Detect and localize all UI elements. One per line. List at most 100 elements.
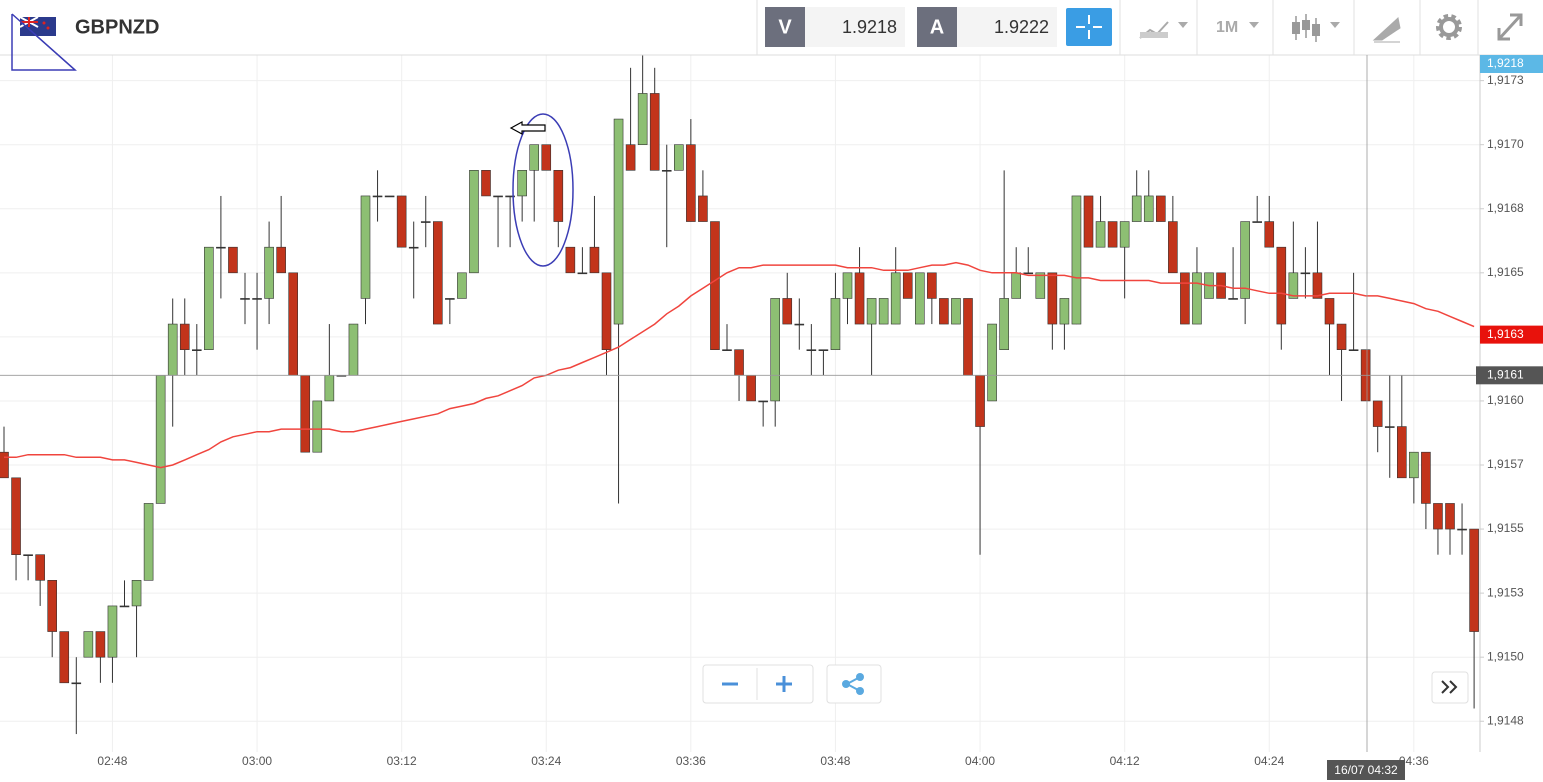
- share-icon[interactable]: [856, 673, 864, 681]
- x-tick-label: 04:12: [1110, 754, 1140, 768]
- candle-body: [722, 349, 732, 351]
- candle-body: [1397, 426, 1407, 479]
- gear[interactable]: [1439, 17, 1459, 37]
- candle-icon[interactable]: [1292, 22, 1300, 34]
- settings-button[interactable]: [1436, 14, 1462, 40]
- candle-type-button[interactable]: [1292, 14, 1340, 42]
- candle-body: [312, 400, 323, 453]
- crosshair-button-bg[interactable]: [1066, 8, 1112, 46]
- candle-body: [1011, 272, 1022, 299]
- candle-body: [951, 298, 961, 325]
- candle-body: [1083, 195, 1094, 248]
- candle-body: [131, 580, 142, 607]
- candle-body: [625, 144, 636, 171]
- buy-price[interactable]: 1.9222: [994, 17, 1049, 37]
- candle-body: [1252, 221, 1262, 223]
- candle-icon[interactable]: [1302, 20, 1310, 30]
- share-button[interactable]: [826, 664, 882, 704]
- buy-button[interactable]: A 1.9222: [917, 7, 1057, 47]
- candle-body: [806, 349, 817, 351]
- candle-body: [35, 554, 45, 581]
- symbol: GBPNZD: [75, 16, 159, 38]
- candle-body: [963, 298, 973, 376]
- candle-body: [770, 298, 781, 402]
- buy-label-box[interactable]: [917, 7, 957, 47]
- dropdown-arrow[interactable]: [1178, 22, 1188, 28]
- chart-type-button[interactable]: [1139, 21, 1188, 39]
- candle-body: [939, 298, 949, 325]
- crosshair-icon[interactable]: [1076, 15, 1102, 39]
- candle-icon[interactable]: [1312, 24, 1320, 36]
- candle-body: [1445, 503, 1455, 530]
- candle-body: [143, 503, 154, 581]
- candle-body: [240, 298, 250, 300]
- candle-body: [1433, 503, 1443, 530]
- candle-body: [601, 272, 612, 350]
- scroll-end-box[interactable]: [1431, 671, 1469, 704]
- candle-body: [288, 272, 299, 376]
- candle-body: [830, 298, 841, 350]
- candle-body: [1035, 272, 1046, 299]
- timeframe[interactable]: 1M: [1216, 19, 1238, 36]
- zoom-box: [702, 664, 814, 704]
- candle-body: [432, 221, 443, 325]
- candle-body: [1095, 221, 1106, 248]
- candle-body: [1192, 272, 1202, 325]
- y-tick-label: 1,9165: [1487, 265, 1524, 279]
- sell-price[interactable]: 1.9218: [842, 17, 897, 37]
- sell-label-box[interactable]: [765, 7, 805, 47]
- candle-body: [396, 195, 407, 248]
- sell-label[interactable]: V: [778, 16, 792, 38]
- buy-label[interactable]: A: [930, 16, 944, 38]
- candle-body: [987, 323, 997, 402]
- flag: [19, 16, 56, 36]
- candle-body: [637, 93, 648, 145]
- candle-body: [1457, 528, 1467, 531]
- candle-body: [1059, 298, 1070, 325]
- scroll-end-icon[interactable]: [1441, 680, 1458, 694]
- dropdown-arrow[interactable]: [1249, 22, 1259, 28]
- candle-body: [1071, 195, 1082, 325]
- crosshair-button[interactable]: [1066, 8, 1112, 46]
- x-tick-label: 04:00: [965, 754, 995, 768]
- y-tick-label: 1,9153: [1487, 585, 1524, 599]
- share-box[interactable]: [826, 664, 882, 704]
- area-icon[interactable]: [1140, 32, 1168, 38]
- candle-body: [216, 246, 226, 249]
- crosshair-time-label: 16/07 04:32: [1334, 763, 1398, 777]
- candle-body: [710, 221, 720, 350]
- dropdown-arrow[interactable]: [1330, 22, 1340, 28]
- draw-tool-button[interactable]: [1372, 17, 1401, 43]
- candle-body: [613, 118, 624, 325]
- candle-body: [1421, 451, 1431, 504]
- annotation-ellipse: [512, 113, 574, 267]
- candle-body: [927, 272, 937, 299]
- buy-price-box[interactable]: [957, 7, 1057, 47]
- candle-body: [264, 246, 274, 299]
- candle-body: [408, 246, 419, 249]
- fullscreen-button[interactable]: [1497, 13, 1523, 41]
- candle-body: [167, 323, 178, 376]
- candle-body: [577, 272, 588, 275]
- y-tick-label: 1,9150: [1487, 649, 1524, 663]
- candle-body: [59, 631, 70, 684]
- candle-body: [95, 631, 106, 658]
- sell-button[interactable]: V 1.9218: [765, 7, 905, 47]
- x-tick-label: 03:36: [676, 754, 706, 768]
- candle-body: [420, 221, 431, 223]
- share-icon[interactable]: [856, 687, 864, 695]
- crosshair-price-tag: [1476, 366, 1543, 385]
- share-icon[interactable]: [842, 680, 850, 688]
- candle-body: [47, 580, 58, 632]
- scroll-end-button[interactable]: [1431, 671, 1469, 704]
- timeframe-button[interactable]: 1M: [1216, 19, 1259, 36]
- candle-body: [698, 195, 708, 222]
- candle-body: [649, 93, 660, 171]
- sell-price-box[interactable]: [805, 7, 905, 47]
- ma-tag-label: 1,9163: [1487, 327, 1524, 341]
- candle-body: [541, 144, 552, 171]
- candle-body: [0, 451, 9, 479]
- candle-body: [1023, 272, 1034, 275]
- zoom-in-button[interactable]: [776, 676, 792, 692]
